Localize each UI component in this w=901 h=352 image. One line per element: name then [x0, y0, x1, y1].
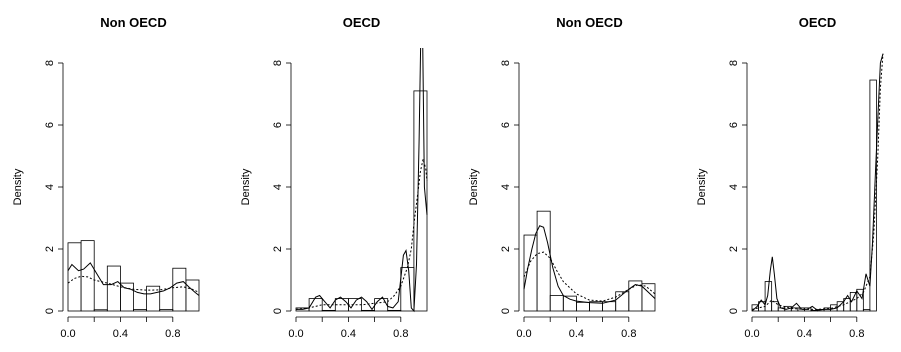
histogram-bar [413, 90, 428, 312]
solid-density-curve [296, 48, 428, 313]
x-tick-label: 0.4 [569, 328, 584, 340]
histogram-bar [810, 309, 818, 312]
histogram-bar [374, 298, 389, 312]
histogram-bar [856, 288, 864, 312]
y-tick-label: 6 [44, 122, 56, 128]
y-tick-label: 2 [44, 246, 56, 252]
bars [751, 79, 877, 312]
histogram-panel-3: Non OECD Density 0 2 4 6 8 0.0 0.4 0.8 [468, 15, 656, 340]
x-tick-label: 0.8 [393, 328, 408, 340]
histogram-bar [400, 267, 415, 312]
y-axis-label: Density [696, 168, 708, 205]
y-tick-label: 2 [272, 246, 284, 252]
y-tick-label: 6 [500, 122, 512, 128]
panel-title: OECD [799, 15, 837, 30]
histogram-bar [641, 283, 656, 312]
histogram-bar [536, 210, 551, 312]
y-tick-label: 8 [500, 60, 512, 66]
histogram-bar [562, 295, 577, 312]
histogram-panel-1: Non OECD Density 0 2 4 6 8 0.0 0.4 0.8 [12, 15, 200, 340]
x-tick-label: 0.8 [621, 328, 636, 340]
x-tick-label: 0.4 [341, 328, 356, 340]
histogram-bar [308, 298, 323, 312]
y-tick-label: 6 [272, 122, 284, 128]
x-tick-label: 0.0 [60, 328, 75, 340]
histogram-bar [146, 285, 161, 312]
y-tick-label: 6 [728, 122, 740, 128]
y-tick-label: 2 [728, 246, 740, 252]
histogram-bar [869, 79, 877, 312]
histogram-bar [862, 309, 871, 312]
bars [523, 210, 656, 312]
histogram-bar [93, 309, 108, 312]
y-tick-label: 8 [728, 60, 740, 66]
panel-title: OECD [343, 15, 381, 30]
solid-density-curve [67, 262, 200, 296]
histogram-bar [80, 240, 95, 312]
dotted-density-curve [67, 275, 200, 293]
y-tick-label: 0 [44, 308, 56, 314]
histogram-bar [764, 281, 773, 312]
y-axis-label: Density [12, 168, 24, 205]
y-tick-label: 4 [500, 184, 512, 190]
y-axis-label: Density [240, 168, 252, 205]
x-tick-label: 0.4 [797, 328, 812, 340]
histogram-bar [159, 309, 174, 312]
bars [67, 240, 200, 312]
panel-title: Non OECD [556, 15, 622, 30]
x-tick-label: 0.8 [849, 328, 864, 340]
solid-density-curve [523, 225, 656, 304]
dotted-density-curve [751, 53, 884, 310]
histogram-bar [120, 282, 134, 312]
dotted-density-curve [523, 251, 656, 302]
y-tick-label: 4 [44, 184, 56, 190]
histogram-bar [185, 279, 200, 312]
y-tick-label: 0 [500, 308, 512, 314]
histogram-bar [387, 309, 402, 312]
y-axis-label: Density [468, 168, 480, 205]
y-tick-label: 8 [272, 60, 284, 66]
y-tick-label: 4 [272, 184, 284, 190]
histogram-panel-2: OECD Density 0 2 4 6 8 0.0 0.4 0.8 [240, 15, 428, 340]
dotted-density-curve [295, 158, 428, 310]
y-tick-label: 2 [500, 246, 512, 252]
x-tick-label: 0.0 [288, 328, 303, 340]
x-tick-label: 0.8 [165, 328, 180, 340]
histogram-bar [576, 301, 590, 312]
histogram-bar [172, 267, 187, 312]
x-tick-label: 0.0 [744, 328, 759, 340]
y-tick-label: 4 [728, 184, 740, 190]
histogram-panel-4: OECD Density 0 2 4 6 8 0.0 0.4 0.8 [696, 15, 884, 340]
bars [295, 90, 428, 312]
y-tick-label: 0 [728, 308, 740, 314]
histogram-bar [771, 301, 779, 312]
solid-density-curve [751, 53, 884, 312]
histogram-bar [361, 309, 376, 312]
y-tick-label: 0 [272, 308, 284, 314]
histogram-bar [133, 309, 147, 312]
x-tick-label: 0.4 [113, 328, 128, 340]
y-tick-label: 8 [44, 60, 56, 66]
histogram-bar [549, 295, 564, 312]
histogram-bar [347, 298, 362, 312]
histogram-bar [321, 309, 336, 312]
x-tick-label: 0.0 [516, 328, 531, 340]
histogram-bar [106, 265, 121, 312]
panel-title: Non OECD [100, 15, 166, 30]
